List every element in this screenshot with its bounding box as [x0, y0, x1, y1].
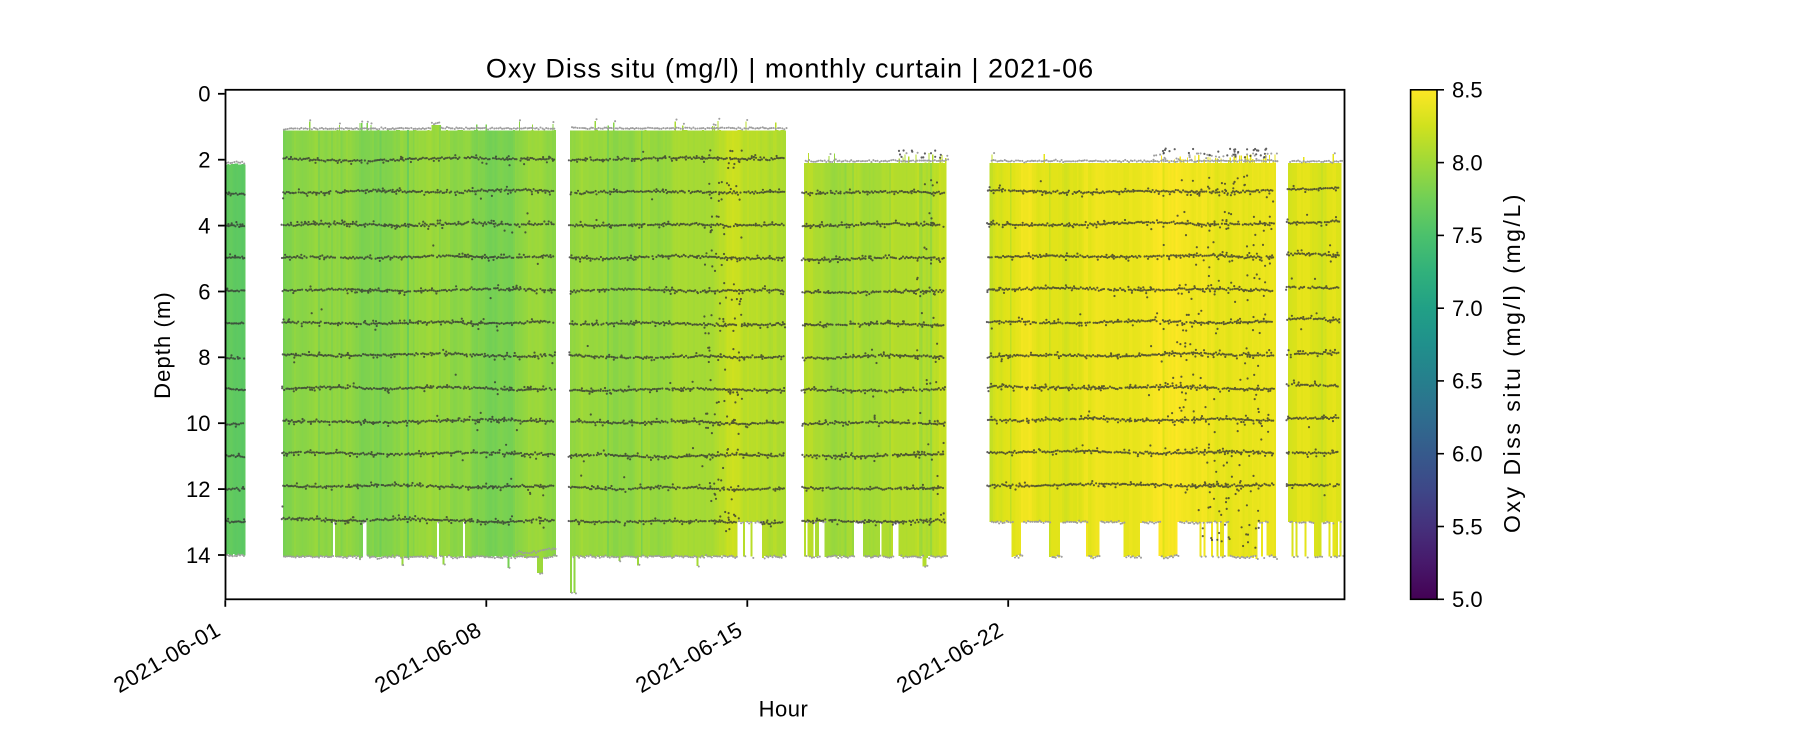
svg-text:6.5: 6.5: [1452, 369, 1483, 394]
svg-text:14: 14: [186, 543, 210, 568]
svg-text:7.0: 7.0: [1452, 296, 1483, 321]
svg-text:8.0: 8.0: [1452, 150, 1483, 175]
svg-text:10: 10: [186, 411, 210, 436]
svg-text:2: 2: [198, 148, 210, 173]
svg-text:Hour: Hour: [759, 697, 809, 722]
svg-text:Oxy Diss situ (mg/l) (mg/L): Oxy Diss situ (mg/l) (mg/L): [1499, 192, 1525, 533]
svg-text:6.0: 6.0: [1452, 442, 1483, 467]
svg-text:12: 12: [186, 477, 210, 502]
svg-text:5.5: 5.5: [1452, 514, 1483, 539]
svg-text:4: 4: [198, 213, 210, 238]
svg-text:6: 6: [198, 279, 210, 304]
svg-text:7.5: 7.5: [1452, 223, 1483, 248]
svg-text:5.0: 5.0: [1452, 587, 1483, 612]
svg-text:Depth (m): Depth (m): [150, 291, 175, 399]
svg-text:8: 8: [198, 345, 210, 370]
svg-text:Oxy Diss situ (mg/l) | monthly: Oxy Diss situ (mg/l) | monthly curtain |…: [486, 54, 1094, 84]
svg-text:8.5: 8.5: [1452, 78, 1483, 103]
svg-text:0: 0: [198, 82, 210, 107]
